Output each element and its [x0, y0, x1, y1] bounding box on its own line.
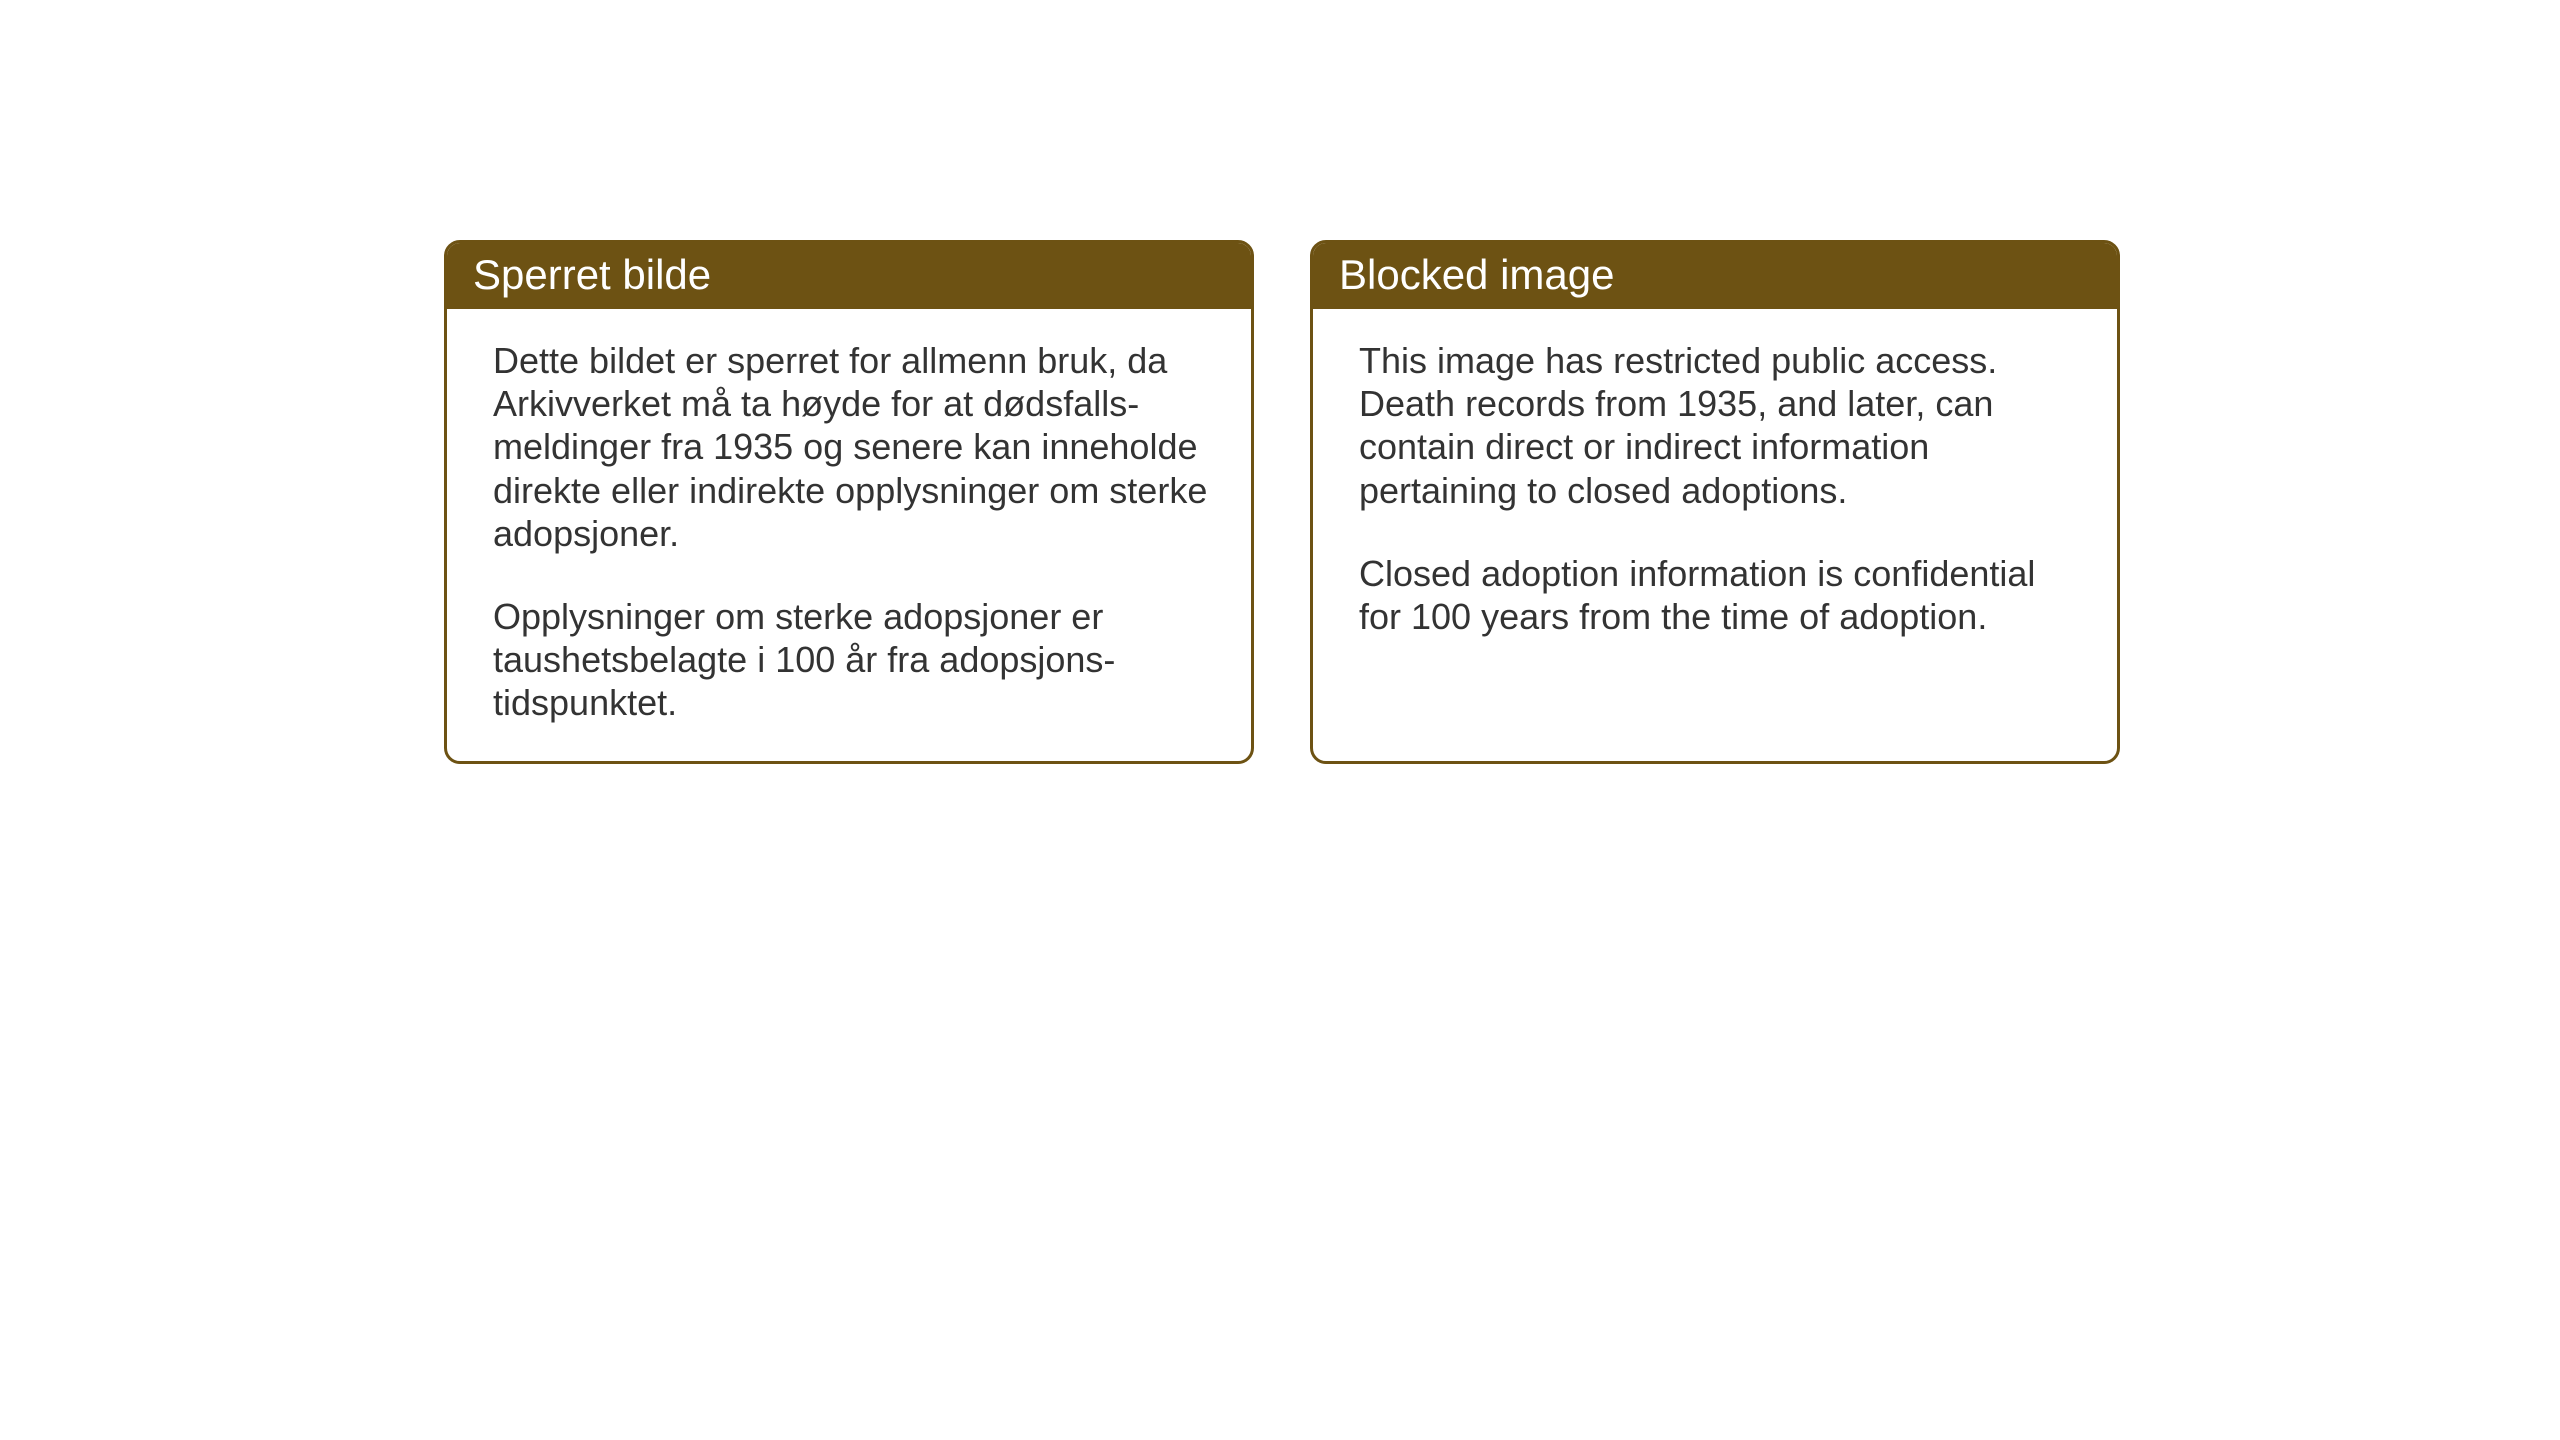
norwegian-card-title: Sperret bilde — [447, 243, 1251, 309]
norwegian-paragraph-2: Opplysninger om sterke adopsjoner er tau… — [493, 595, 1209, 725]
norwegian-paragraph-1: Dette bildet er sperret for allmenn bruk… — [493, 339, 1209, 555]
english-card-body: This image has restricted public access.… — [1313, 309, 2117, 674]
english-card-title: Blocked image — [1313, 243, 2117, 309]
english-paragraph-1: This image has restricted public access.… — [1359, 339, 2075, 512]
english-paragraph-2: Closed adoption information is confident… — [1359, 552, 2075, 638]
notice-container: Sperret bilde Dette bildet er sperret fo… — [444, 240, 2120, 764]
norwegian-card-body: Dette bildet er sperret for allmenn bruk… — [447, 309, 1251, 761]
english-notice-card: Blocked image This image has restricted … — [1310, 240, 2120, 764]
norwegian-notice-card: Sperret bilde Dette bildet er sperret fo… — [444, 240, 1254, 764]
